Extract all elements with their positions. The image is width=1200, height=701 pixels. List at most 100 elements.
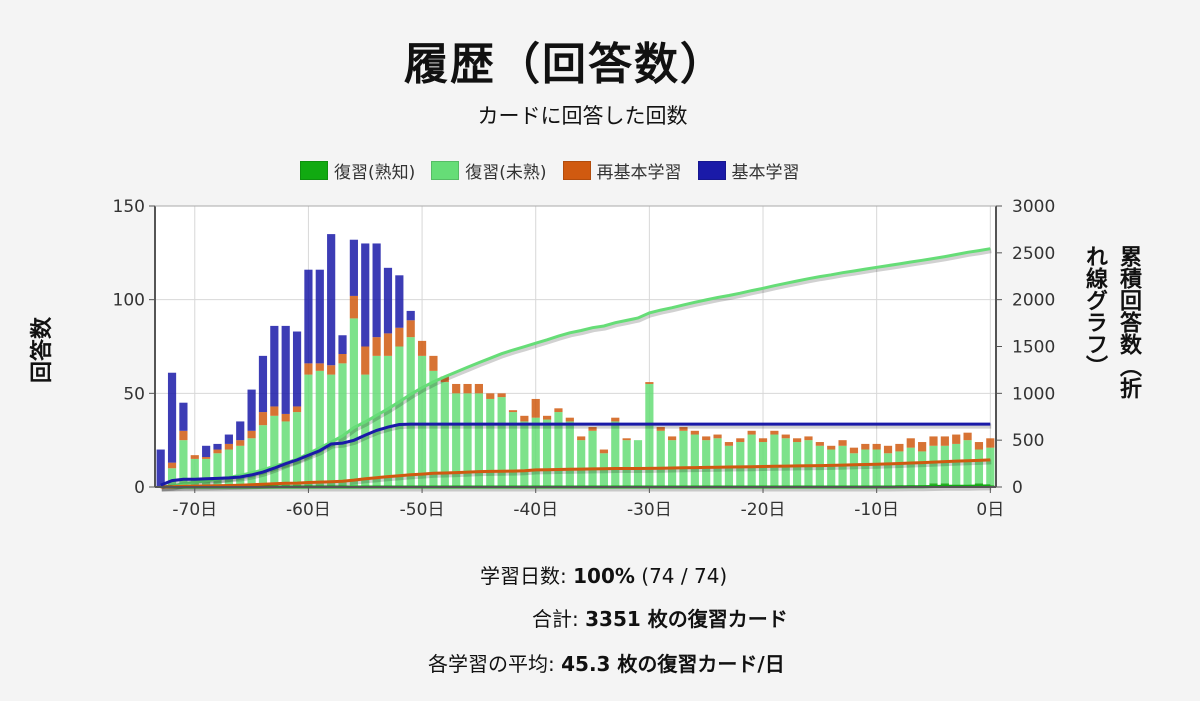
bar-relearn	[986, 438, 995, 448]
bar-relearn	[474, 383, 483, 394]
bar-young	[474, 393, 483, 487]
bar-young	[952, 443, 961, 486]
bar-young	[906, 447, 915, 486]
bar-relearn	[770, 430, 779, 435]
bar-relearn	[224, 443, 233, 450]
legend-item-learn[interactable]: 基本学習	[697, 158, 800, 183]
bar-relearn	[679, 427, 688, 431]
bar-relearn	[315, 363, 324, 371]
bar-learn	[372, 243, 381, 338]
bar-young	[486, 398, 495, 487]
y-tick-left-label: 150	[113, 197, 145, 217]
x-tick-label: -30日	[627, 500, 672, 520]
bar-learn	[236, 421, 245, 441]
bar-young	[417, 355, 427, 487]
bar-young	[565, 421, 574, 487]
bar-relearn	[372, 337, 381, 356]
legend-swatch-young	[431, 161, 460, 180]
bar-relearn	[668, 436, 677, 441]
bar-relearn	[849, 447, 859, 454]
bar-young	[713, 438, 722, 487]
legend-item-mature[interactable]: 復習(熟知)	[300, 158, 415, 183]
x-tick-label: -70日	[172, 500, 217, 520]
bar-relearn	[190, 455, 199, 459]
bar-young	[270, 415, 279, 487]
bar-relearn	[895, 443, 904, 452]
total-label: 合計:	[532, 607, 579, 631]
bar-relearn	[440, 376, 449, 383]
bar-young	[258, 425, 268, 487]
y-tick-left-label: 0	[134, 478, 145, 498]
x-tick-label: 0日	[976, 500, 1004, 520]
bar-relearn	[577, 436, 586, 441]
bar-relearn	[702, 436, 711, 441]
bar-relearn	[258, 412, 268, 426]
chart-subtitle: カードに回答した回数	[477, 104, 688, 128]
bar-young	[918, 451, 927, 486]
bar-young	[577, 440, 586, 487]
bar-relearn	[247, 430, 256, 439]
x-tick-label: -10日	[854, 500, 899, 520]
bar-learn	[395, 275, 404, 328]
y-tick-right-label: 2500	[1012, 244, 1055, 264]
bar-learn	[315, 269, 324, 364]
bar-relearn	[281, 413, 290, 422]
bar-relearn	[815, 442, 824, 446]
bar-learn	[361, 243, 370, 347]
bar-relearn	[520, 415, 529, 422]
x-tick-label: -50日	[400, 500, 445, 520]
bar-learn	[327, 234, 336, 366]
bar-young	[383, 355, 393, 487]
bar-relearn	[497, 393, 506, 398]
plot-area	[155, 206, 996, 487]
bar-young	[861, 449, 870, 487]
bar-young	[224, 449, 233, 487]
bar-relearn	[361, 346, 370, 375]
bar-learn	[270, 325, 279, 407]
chart-title: 履歴（回答数）	[404, 39, 726, 90]
bar-relearn	[565, 417, 574, 422]
bar-relearn	[167, 462, 177, 469]
y-tick-right-label: 1000	[1012, 384, 1055, 404]
bar-young	[702, 440, 711, 487]
bar-relearn	[395, 327, 404, 347]
bar-young	[736, 442, 745, 487]
bar-relearn	[508, 410, 518, 413]
bar-relearn	[883, 445, 893, 454]
bar-young	[554, 412, 563, 487]
study-days-label: 学習日数:	[480, 564, 567, 588]
bar-young	[179, 440, 188, 487]
bar-young	[588, 430, 597, 487]
bar-young	[679, 430, 688, 487]
bar-relearn	[656, 427, 665, 431]
bar-young	[929, 445, 938, 484]
bar-young	[872, 449, 881, 487]
bar-young	[747, 434, 756, 487]
bar-young	[429, 370, 438, 487]
legend-item-relearn[interactable]: 再基本学習	[562, 158, 682, 183]
bar-learn	[338, 335, 347, 354]
legend-label-learn: 基本学習	[731, 163, 800, 183]
legend-item-young[interactable]: 復習(未熟)	[431, 158, 547, 183]
bar-learn	[224, 434, 233, 444]
bar-young	[236, 445, 245, 487]
bar-relearn	[974, 442, 984, 450]
bar-young	[895, 451, 904, 486]
bar-relearn	[713, 434, 722, 439]
bar-young	[827, 449, 836, 487]
bar-relearn	[781, 434, 790, 439]
bar-young	[497, 397, 506, 487]
bar-young	[986, 447, 995, 486]
legend-label-relearn: 再基本学習	[596, 163, 682, 183]
bar-learn	[304, 269, 313, 364]
bar-relearn	[463, 383, 472, 394]
cumulative-line-shadow-mature	[161, 485, 992, 492]
bar-learn	[179, 402, 188, 431]
bar-relearn	[542, 415, 552, 420]
x-tick-label: -20日	[741, 500, 786, 520]
bar-young	[690, 434, 699, 487]
bar-young	[190, 458, 199, 487]
bar-relearn	[406, 320, 415, 338]
bar-young	[327, 374, 336, 487]
